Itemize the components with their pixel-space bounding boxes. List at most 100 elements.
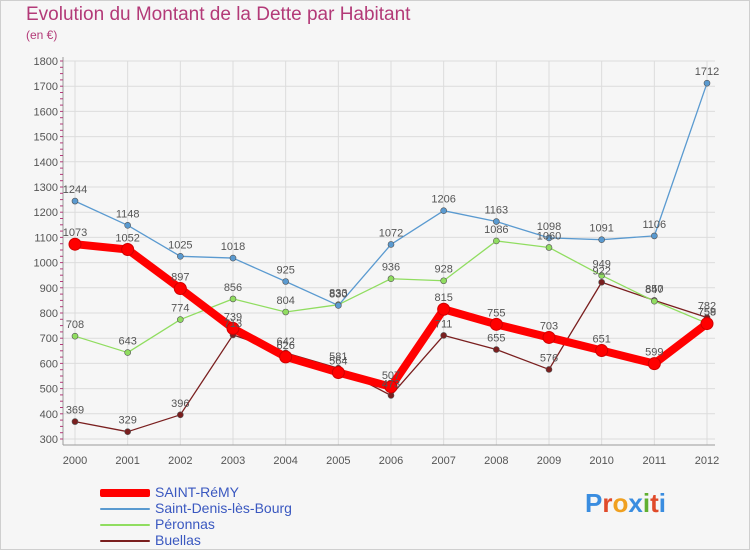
data-label: 651 [592,334,610,346]
y-tick-label: 1100 [34,232,58,244]
data-label: 703 [540,320,558,332]
y-tick-label: 1000 [34,258,58,270]
data-point [595,344,609,358]
x-tick-label: 2011 [643,455,667,467]
data-label: 581 [329,351,347,363]
data-point [71,197,79,205]
data-point [226,321,240,335]
data-label: 922 [592,265,610,277]
x-tick-label: 2007 [431,455,455,467]
data-label: 473 [382,378,400,390]
logo-letter: x [628,488,643,518]
data-point [545,244,553,251]
data-label: 928 [434,264,452,276]
data-label: 850 [645,283,663,295]
data-label: 1163 [485,205,509,217]
legend-label: Buellas [155,532,201,548]
x-tick-label: 2001 [115,455,139,467]
data-label: 830 [329,288,347,300]
data-label: 856 [224,282,242,294]
x-tick-label: 2003 [221,455,245,467]
data-point [68,237,82,251]
x-tick-label: 2006 [379,455,403,467]
data-label: 949 [592,258,610,270]
y-tick-label: 300 [40,434,58,446]
data-label: 711 [435,318,453,330]
data-label: 599 [645,347,663,359]
data-point [387,275,395,283]
chart-title: Evolution du Montant de la Dette par Hab… [26,4,411,25]
y-tick-label: 1200 [34,207,58,219]
logo-letter: t [650,488,659,518]
data-label: 1244 [63,184,87,196]
data-point [598,272,605,279]
data-label: 642 [276,336,294,348]
data-label: 564 [329,355,347,367]
logo-letter: r [602,488,613,518]
y-tick-label: 1500 [34,132,58,144]
data-point [282,308,289,316]
data-point [71,418,79,425]
data-label: 655 [487,333,505,345]
y-tick-label: 1800 [34,56,58,68]
data-labels: 3693293967136425814737116555769228507827… [63,66,719,427]
data-label: 925 [276,265,294,277]
data-label: 1086 [484,224,508,236]
data-label: 1060 [537,230,561,242]
x-tick-label: 2010 [589,455,613,467]
data-label: 847 [645,284,663,296]
x-tick-label: 2005 [326,455,350,467]
data-label: 708 [66,319,84,331]
data-point [71,332,79,340]
logo-letter: i [642,488,651,518]
data-point [124,428,131,435]
data-point [651,297,658,305]
y-tick-label: 1300 [34,182,58,194]
data-label: 936 [382,262,400,274]
data-point [177,316,184,323]
x-tick-label: 2004 [273,455,297,467]
y-tick-label: 800 [40,308,58,320]
data-label: 833 [329,288,347,300]
data-point [121,242,135,256]
data-point [440,207,447,214]
chart-subtitle: (en €) [26,28,58,42]
data-label: 369 [66,405,84,417]
data-label: 755 [487,307,505,319]
data-point [282,278,289,285]
data-point [700,317,714,331]
data-point [545,234,553,242]
data-label: 815 [434,292,452,304]
x-tick-label: 2009 [537,455,561,467]
data-label: 1206 [431,194,455,206]
x-tick-label: 2002 [168,455,192,467]
logo-letter: P [585,488,603,518]
legend-swatch [100,524,150,526]
x-tick-label: 2000 [63,455,87,467]
data-label: 1072 [379,227,403,239]
data-point [598,278,605,286]
data-label: 782 [698,301,716,313]
data-label: 507 [382,370,400,382]
data-label: 643 [118,336,136,348]
legend-swatch [100,508,150,510]
data-point [545,366,553,373]
data-label: 329 [118,415,136,427]
data-point [177,252,184,260]
data-point [335,302,342,309]
data-point [279,350,293,364]
data-point [229,295,237,303]
data-point [440,277,447,285]
data-label: 897 [171,272,189,284]
series-group [68,79,714,435]
y-tick-label: 600 [40,358,58,370]
data-point [598,236,605,243]
data-label: 759 [698,306,716,318]
x-tick-label: 2008 [484,455,508,467]
data-point [437,302,451,316]
data-label: 804 [276,295,294,307]
data-point [124,222,131,229]
y-tick-label: 1400 [34,157,58,169]
